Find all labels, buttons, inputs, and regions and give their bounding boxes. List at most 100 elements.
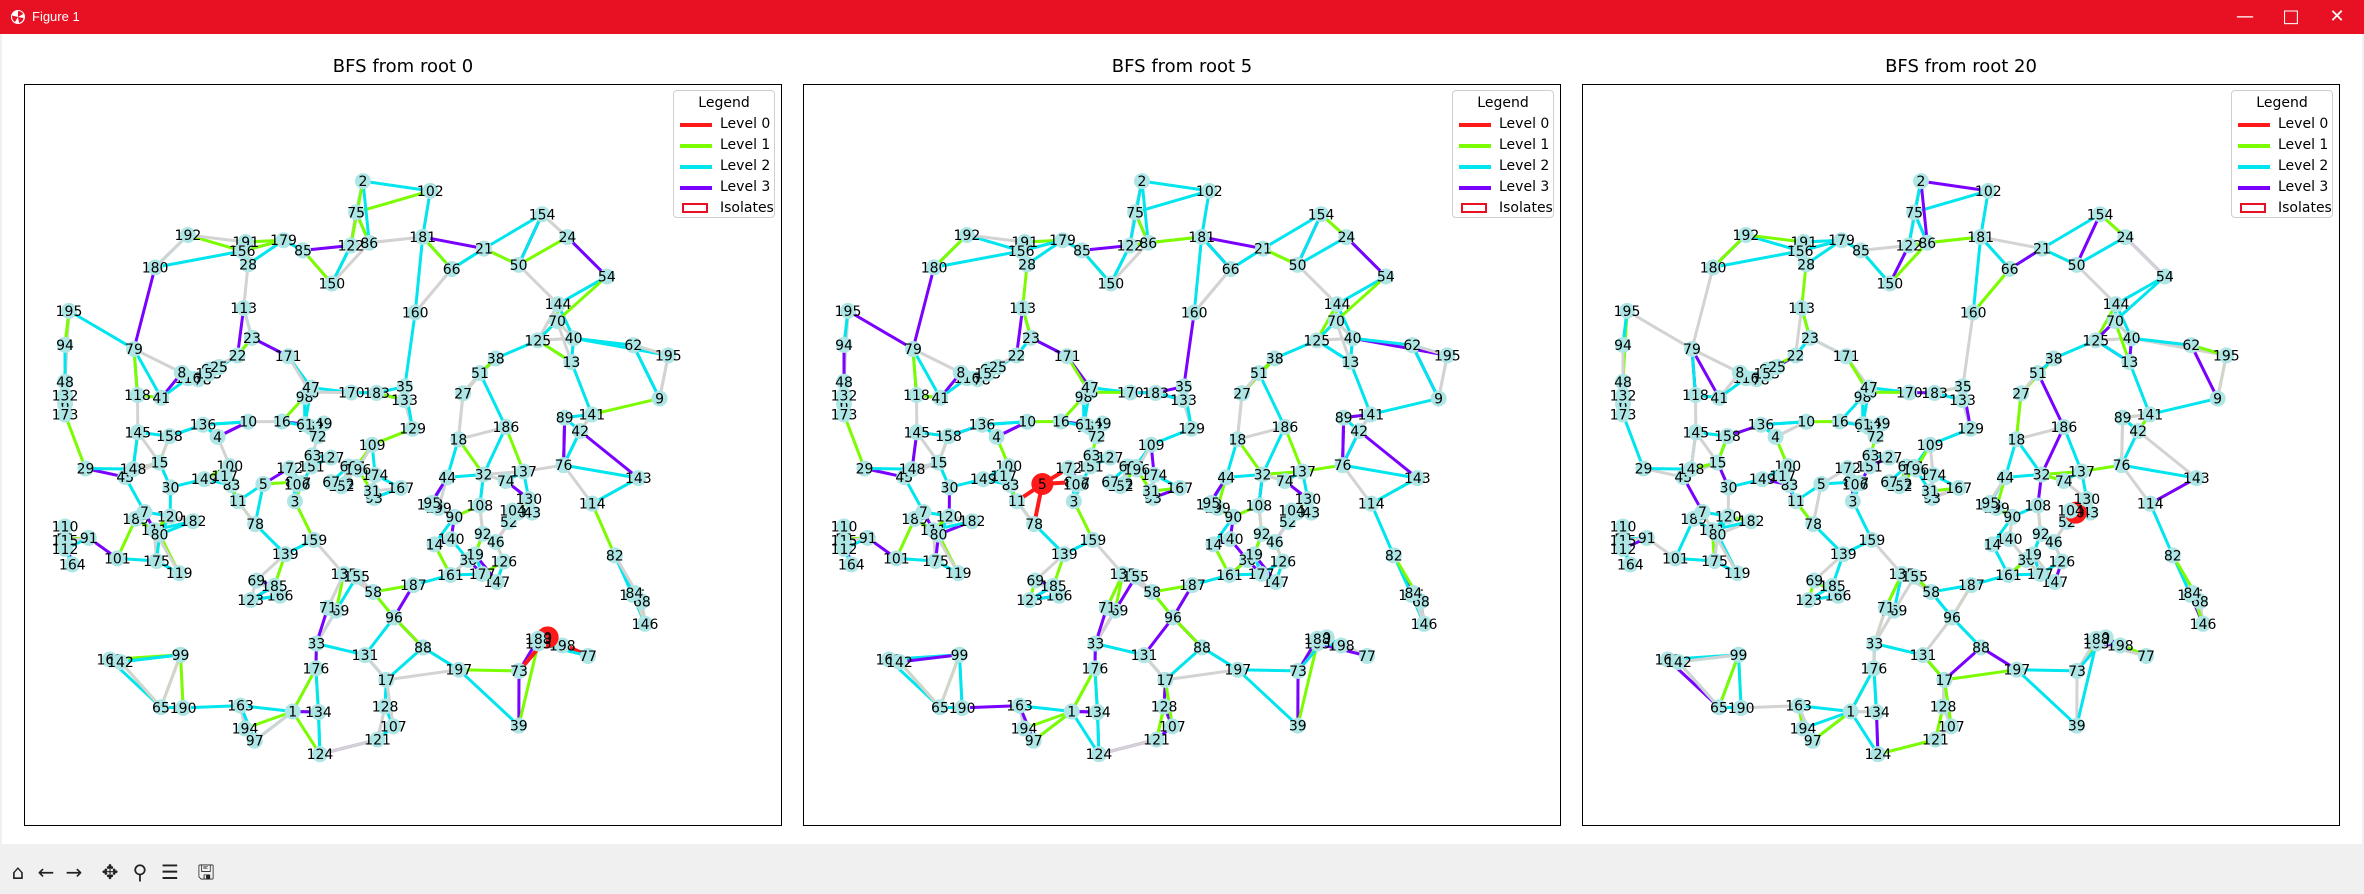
node-label: 65 xyxy=(152,700,170,716)
graph-node xyxy=(148,552,165,569)
bfs-plot-root-5: 4514011116517814910026419319514718175171… xyxy=(803,84,1561,826)
graph-node xyxy=(281,460,298,477)
graph-svg-2: 4514011116517814910026419319514718175171… xyxy=(1610,173,2240,763)
node-label: 48 xyxy=(56,375,74,391)
node-label: 128 xyxy=(372,700,399,716)
node-label: 19 xyxy=(2024,547,2042,563)
minimize-icon[interactable]: — xyxy=(2236,6,2254,27)
graph-node xyxy=(246,732,263,749)
graph-edge xyxy=(1192,267,1233,314)
graph-node xyxy=(442,566,459,583)
graph-node xyxy=(836,518,852,535)
graph-node xyxy=(1853,242,1870,259)
graph-edge xyxy=(897,660,942,709)
node-label: 97 xyxy=(246,734,264,750)
graph-edge xyxy=(2120,463,2152,506)
graph-node xyxy=(1861,379,1878,396)
graph-node xyxy=(1842,703,1859,720)
graph-node xyxy=(57,373,73,390)
graph-node xyxy=(495,553,512,570)
graph-edge xyxy=(911,265,936,351)
node-label: 15 xyxy=(930,456,948,472)
graph-edge xyxy=(578,429,640,480)
legend-item-level-3: Level 3 xyxy=(2232,177,2332,198)
graph-node xyxy=(255,476,272,493)
node-label: 92 xyxy=(474,527,492,543)
back-arrow-icon[interactable]: ← xyxy=(37,860,55,884)
node-label: 110 xyxy=(831,520,858,536)
save-icon[interactable]: 🖫 xyxy=(197,860,215,884)
graph-edge xyxy=(1296,263,1339,306)
node-label: 163 xyxy=(1006,699,1033,715)
node-label: 192 xyxy=(954,228,981,244)
node-label: 195 xyxy=(56,304,83,320)
pan-icon[interactable]: ✥ xyxy=(101,860,119,884)
node-label: 181 xyxy=(409,230,436,246)
graph-node xyxy=(1290,662,1307,679)
node-label: 1 xyxy=(1846,705,1855,721)
forward-arrow-icon[interactable]: → xyxy=(65,860,83,884)
graph-node xyxy=(559,229,576,246)
node-label: 40 xyxy=(1344,331,1362,347)
graph-edge xyxy=(2075,263,2118,306)
graph-node xyxy=(2117,229,2134,246)
graph-edge xyxy=(965,233,1027,244)
graph-node xyxy=(598,268,615,285)
node-label: 7 xyxy=(919,505,928,521)
node-label: 29 xyxy=(856,461,874,477)
node-label: 44 xyxy=(1217,470,1235,486)
root-node xyxy=(1031,473,1054,496)
graph-node xyxy=(386,609,403,626)
home-icon[interactable]: ⌂ xyxy=(11,860,25,884)
graph-node xyxy=(2008,431,2025,448)
graph-node xyxy=(1065,493,1082,510)
node-label: 196 xyxy=(345,462,372,478)
node-label: 110 xyxy=(52,520,79,536)
node-label: 35 xyxy=(1954,379,1972,395)
graph-node xyxy=(1806,572,1823,589)
graph-node xyxy=(1835,546,1852,563)
zoom-icon[interactable]: ⚲ xyxy=(132,860,148,884)
graph-edge xyxy=(556,274,609,306)
node-label: 190 xyxy=(949,701,976,717)
graph-node xyxy=(908,386,925,403)
graph-node xyxy=(1972,639,1989,656)
close-icon[interactable]: ✕ xyxy=(2329,6,2345,27)
node-label: 161 xyxy=(437,568,464,584)
node-label: 63 xyxy=(1862,448,1880,464)
node-label: 134 xyxy=(1863,705,1890,721)
graph-node xyxy=(309,428,326,445)
node-label: 51 xyxy=(2029,366,2047,382)
node-label: 46 xyxy=(1266,535,1284,551)
graph-edge xyxy=(2130,336,2193,347)
graph-edge xyxy=(572,336,635,347)
graph-edge xyxy=(1690,347,1721,400)
graph-node xyxy=(1733,699,1750,716)
graph-node xyxy=(147,259,164,276)
graph-node xyxy=(1234,385,1251,402)
graph-node xyxy=(1359,647,1376,664)
node-label: 190 xyxy=(170,701,197,717)
maximize-icon[interactable]: □ xyxy=(2282,6,2300,27)
graph-node xyxy=(2068,256,2085,273)
graph-node xyxy=(1774,467,1791,484)
graph-node xyxy=(1128,461,1145,478)
graph-node xyxy=(57,540,73,557)
node-label: 141 xyxy=(578,407,605,423)
graph-node xyxy=(1963,577,1980,594)
graph-node xyxy=(1854,416,1871,433)
node-label: 160 xyxy=(1181,305,1208,321)
node-label: 70 xyxy=(1327,314,1345,330)
graph-node xyxy=(1011,697,1028,714)
graph-node xyxy=(275,232,292,249)
node-label: 80 xyxy=(151,527,169,543)
graph-edge xyxy=(413,267,454,314)
graph-node xyxy=(57,336,73,353)
graph-node xyxy=(1944,609,1961,626)
graph-node xyxy=(1921,483,1938,500)
node-label: 134 xyxy=(305,705,332,721)
node-label: 147 xyxy=(483,575,510,591)
node-label: 117 xyxy=(1769,469,1796,485)
graph-node xyxy=(1266,534,1283,551)
configure-subplots-icon[interactable]: ☰ xyxy=(161,860,179,884)
